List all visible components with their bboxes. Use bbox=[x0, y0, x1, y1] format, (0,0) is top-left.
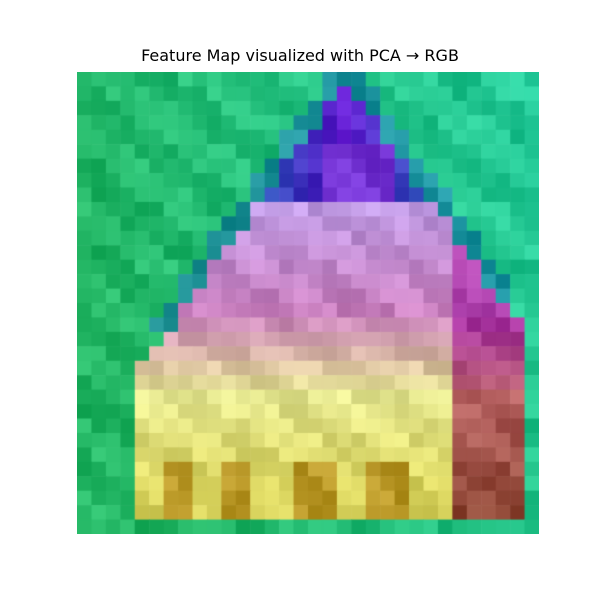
feature-map-image bbox=[77, 72, 539, 534]
figure-title: Feature Map visualized with PCA → RGB bbox=[141, 46, 459, 65]
